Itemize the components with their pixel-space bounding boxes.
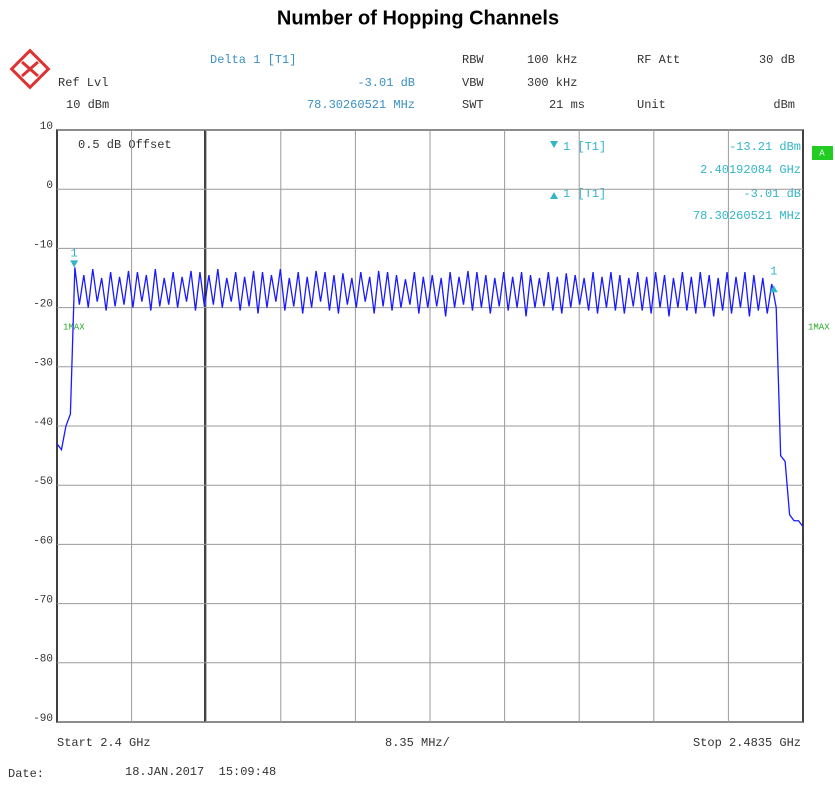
marker-text: -13.21 dBm bbox=[729, 140, 801, 154]
chart-title: Number of Hopping Channels bbox=[277, 7, 559, 29]
y-tick-label: -10 bbox=[33, 239, 53, 251]
header-text: VBW bbox=[462, 76, 484, 90]
marker-text: 2.40192084 GHz bbox=[700, 163, 801, 177]
marker-icon bbox=[550, 192, 558, 199]
marker-label: 1 bbox=[71, 247, 78, 261]
y-tick-label: -40 bbox=[33, 417, 53, 429]
header-text: 100 kHz bbox=[527, 53, 577, 67]
logo bbox=[9, 48, 51, 90]
y-tick-label: -70 bbox=[33, 595, 53, 607]
y-tick-label: -80 bbox=[33, 654, 53, 666]
trace bbox=[56, 267, 804, 528]
trace-label: 1MAX bbox=[63, 322, 85, 332]
marker-text: 1 [T1] bbox=[563, 187, 606, 201]
y-tick-label: -50 bbox=[33, 476, 53, 488]
footer-text: Stop 2.4835 GHz bbox=[693, 736, 801, 750]
trace-label: 1MAX bbox=[808, 322, 830, 332]
footer-text: Start 2.4 GHz bbox=[57, 736, 151, 750]
y-tick-label: -90 bbox=[33, 713, 53, 725]
header-text: 300 kHz bbox=[527, 76, 577, 90]
header-text: 10 dBm bbox=[66, 98, 109, 112]
header-text: RBW bbox=[462, 53, 484, 67]
y-tick-label: -60 bbox=[33, 535, 53, 547]
marker-label: 1 bbox=[770, 264, 777, 278]
header-text: 78.30260521 MHz bbox=[307, 98, 415, 112]
marker-icon bbox=[550, 141, 558, 148]
marker-text: -3.01 dB bbox=[743, 187, 801, 201]
footer-text: 18.JAN.2017 15:09:48 bbox=[125, 765, 276, 779]
y-tick-label: 0 bbox=[46, 180, 53, 192]
header-text: 21 ms bbox=[549, 98, 585, 112]
header-text: Unit bbox=[637, 98, 666, 112]
header-text: -3.01 dB bbox=[357, 76, 415, 90]
status-box bbox=[812, 146, 833, 160]
y-tick-label: 10 bbox=[40, 121, 53, 133]
header-text: SWT bbox=[462, 98, 484, 112]
marker-text: 1 [T1] bbox=[563, 140, 606, 154]
status-text: A bbox=[819, 148, 825, 158]
marker bbox=[769, 285, 778, 293]
marker-text: 78.30260521 MHz bbox=[693, 209, 801, 223]
y-tick-label: -20 bbox=[33, 299, 53, 311]
offset-label: 0.5 dB Offset bbox=[78, 138, 172, 152]
footer-text: Date: bbox=[8, 767, 44, 781]
header-text: Ref Lvl bbox=[58, 76, 108, 90]
footer-text: 8.35 MHz/ bbox=[385, 736, 450, 750]
header-text: dBm bbox=[773, 98, 795, 112]
header-text: RF Att bbox=[637, 53, 680, 67]
header-text: 30 dB bbox=[759, 53, 795, 67]
header-text: Delta 1 [T1] bbox=[210, 53, 296, 67]
marker bbox=[70, 260, 79, 268]
y-tick-label: -30 bbox=[33, 358, 53, 370]
